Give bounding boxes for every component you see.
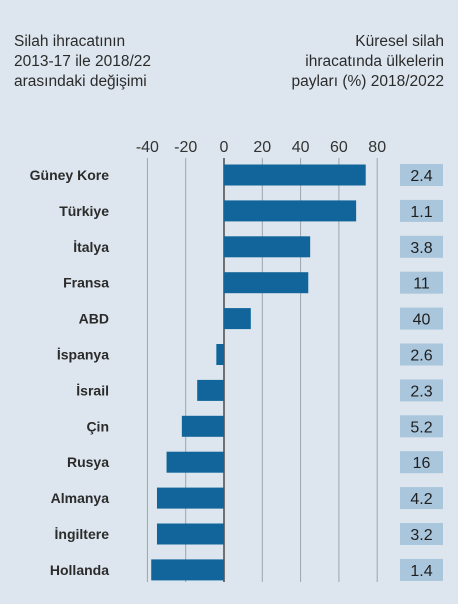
share-value: 1.4 [410, 563, 432, 580]
x-tick-label: 20 [253, 139, 271, 156]
category-label: Hollanda [50, 562, 109, 578]
bar [224, 272, 309, 294]
bar [224, 200, 357, 222]
x-tick-label: -20 [174, 139, 197, 156]
share-box [400, 379, 443, 402]
share-box [400, 415, 443, 438]
bar [156, 487, 224, 509]
share-box [400, 451, 443, 474]
x-tick-label: -40 [136, 139, 159, 156]
category-label: Fransa [63, 275, 109, 291]
category-label: Çin [86, 418, 109, 434]
share-box [400, 235, 443, 258]
share-box [400, 487, 443, 510]
share-heading-line-1: Küresel silah [355, 33, 444, 50]
share-box [400, 343, 443, 366]
share-value: 4.2 [410, 491, 432, 508]
change-heading-line-1: Silah ihracatının [14, 33, 126, 50]
bar [216, 344, 224, 365]
x-tick-label: 60 [330, 139, 348, 156]
share-value: 3.2 [410, 527, 432, 544]
bar [224, 308, 251, 330]
share-box [400, 271, 443, 294]
bar [156, 523, 224, 545]
bar [197, 379, 224, 401]
bar [224, 164, 366, 186]
category-label: İspanya [57, 347, 109, 363]
share-value: 1.1 [410, 204, 432, 221]
share-value: 2.6 [410, 348, 432, 365]
share-box [400, 164, 443, 186]
share-value: 3.8 [410, 240, 432, 257]
share-value: 11 [413, 276, 430, 293]
share-value: 2.4 [410, 168, 432, 185]
share-box [400, 558, 443, 581]
category-label: İtalya [73, 239, 109, 255]
bar [181, 415, 224, 437]
share-value: 5.2 [410, 419, 432, 436]
share-box [400, 199, 443, 222]
category-label: İsrail [76, 382, 109, 398]
bar [151, 559, 224, 581]
share-value: 40 [413, 312, 431, 329]
change-heading-line-2: 2013-17 ile 2018/22 [14, 53, 152, 70]
category-label: İngiltere [55, 526, 110, 542]
share-heading: Küresel silah ihracatında ülkelerin payl… [234, 32, 444, 92]
change-heading: Silah ihracatının 2013-17 ile 2018/22 ar… [14, 32, 224, 92]
share-heading-line-2: ihracatında ülkelerin [305, 53, 444, 70]
bar [166, 451, 224, 473]
category-label: ABD [79, 311, 109, 327]
x-tick-label: 80 [368, 139, 386, 156]
category-label: Almanya [51, 490, 110, 506]
category-label: Güney Kore [30, 167, 110, 183]
share-heading-line-3: payları (%) 2018/2022 [291, 73, 444, 90]
bar [224, 236, 311, 258]
share-box [400, 307, 443, 330]
share-box [400, 523, 443, 545]
x-tick-label: 0 [220, 139, 229, 156]
category-label: Türkiye [59, 203, 109, 219]
share-value: 16 [413, 455, 431, 472]
share-value: 2.3 [410, 383, 432, 400]
change-heading-line-3: arasındaki değişimi [14, 73, 147, 90]
category-label: Rusya [67, 454, 109, 470]
x-tick-label: 40 [292, 139, 310, 156]
